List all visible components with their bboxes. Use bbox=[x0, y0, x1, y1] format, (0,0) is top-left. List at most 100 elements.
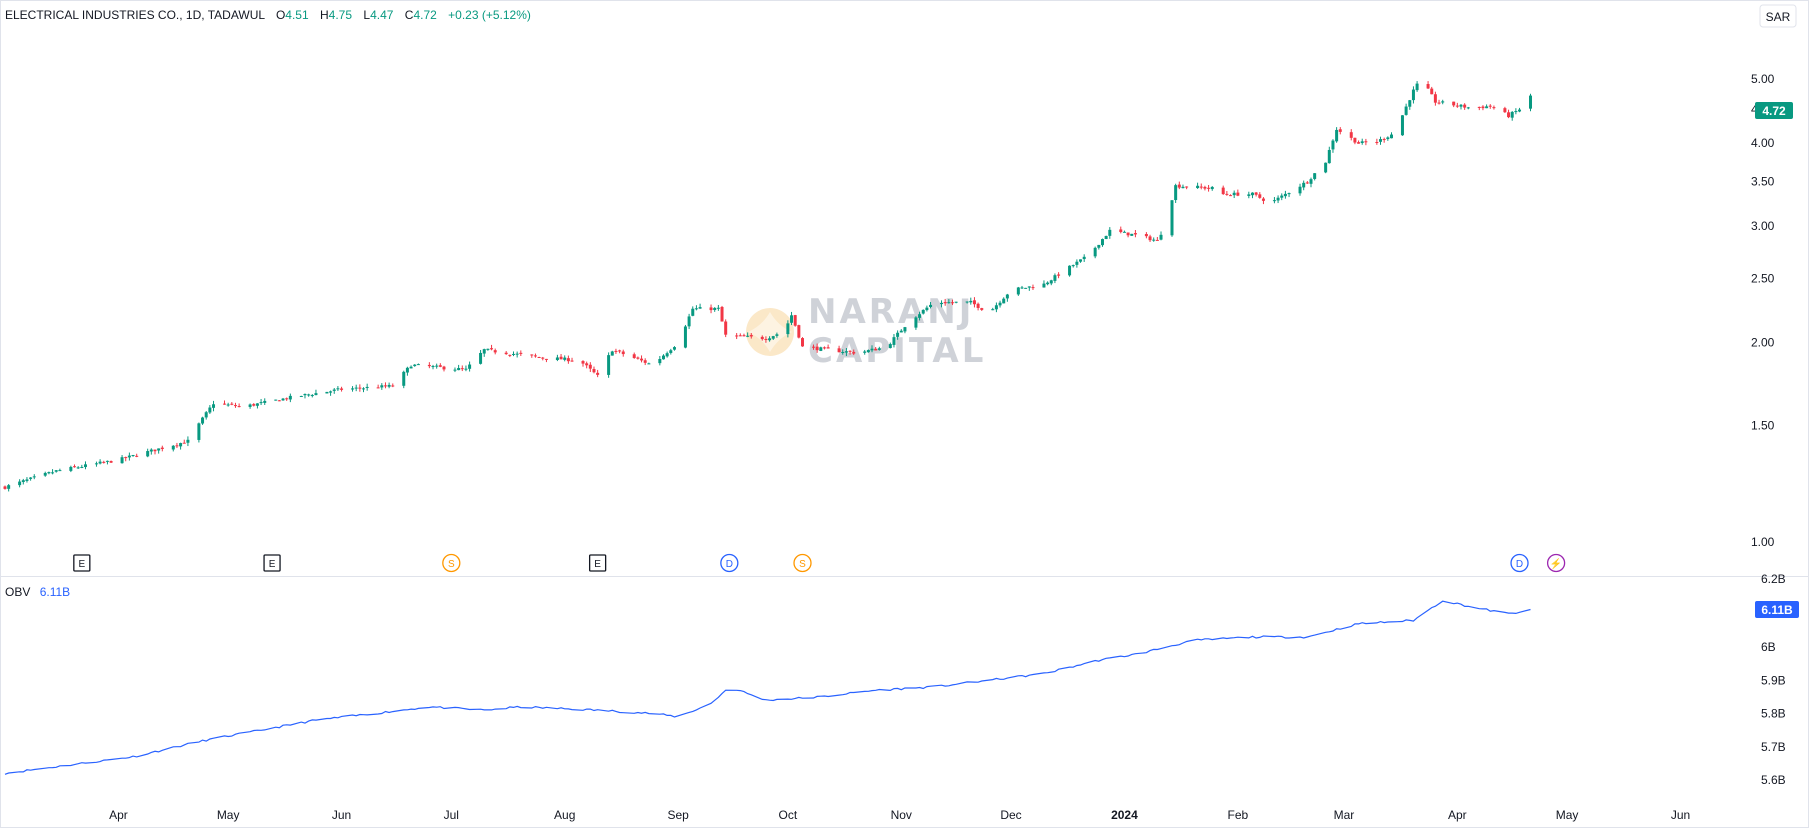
candle-body bbox=[1459, 104, 1463, 107]
event-marker[interactable]: ⚡ bbox=[1546, 553, 1566, 573]
candle-body bbox=[687, 316, 691, 327]
candle-body bbox=[588, 364, 592, 369]
candle-body bbox=[208, 407, 212, 413]
event-marker[interactable]: E bbox=[73, 554, 91, 572]
candle-body bbox=[102, 461, 106, 463]
candle-body bbox=[32, 476, 36, 478]
candle-body bbox=[672, 347, 676, 350]
time-tick-label: Feb bbox=[1227, 808, 1248, 822]
candle-body bbox=[801, 338, 805, 347]
price-axis[interactable]: 1.001.502.002.503.003.504.004.505.00 bbox=[1751, 72, 1775, 549]
candle-body bbox=[1126, 232, 1130, 236]
candle-body bbox=[1196, 185, 1200, 189]
candle-body bbox=[1046, 282, 1050, 285]
candle-body bbox=[1258, 194, 1262, 198]
time-tick-label: Apr bbox=[1448, 808, 1467, 822]
watermark: NARANJ CAPITAL bbox=[746, 292, 983, 371]
candle-body bbox=[1507, 112, 1511, 118]
candle-body bbox=[790, 315, 794, 323]
candle-body bbox=[105, 460, 109, 462]
candle-body bbox=[1133, 233, 1137, 235]
candle-body bbox=[925, 307, 929, 311]
candle-body bbox=[1404, 106, 1408, 115]
candle-body bbox=[1042, 283, 1046, 288]
candle-body bbox=[131, 454, 135, 456]
candle-body bbox=[94, 463, 98, 465]
candle-body bbox=[581, 361, 585, 364]
candle-body bbox=[464, 368, 468, 370]
obv-tick-label: 6B bbox=[1761, 640, 1776, 654]
obv-title: OBV bbox=[5, 585, 30, 599]
candle-body bbox=[1016, 287, 1020, 295]
obv-legend: OBV 6.11B bbox=[5, 585, 70, 599]
candle-body bbox=[340, 388, 344, 390]
candle-body bbox=[870, 348, 874, 351]
candle-body bbox=[768, 338, 772, 341]
dividend-icon bbox=[1510, 553, 1529, 573]
candle-body bbox=[1210, 186, 1214, 190]
candle-body bbox=[874, 348, 878, 351]
candle-body bbox=[585, 363, 589, 366]
candle-body bbox=[1488, 105, 1492, 107]
currency-button[interactable]: SAR bbox=[1759, 4, 1797, 28]
candle-body bbox=[1031, 287, 1035, 289]
candle-body bbox=[665, 353, 669, 357]
candle-body bbox=[504, 352, 508, 355]
candle-body bbox=[1379, 139, 1383, 142]
candle-body bbox=[69, 466, 73, 471]
event-marker[interactable]: S bbox=[442, 553, 461, 573]
candle-body bbox=[1466, 107, 1470, 109]
candle-body bbox=[1305, 182, 1309, 184]
candle-body bbox=[43, 472, 47, 476]
obv-tick-label: 6.2B bbox=[1761, 572, 1786, 586]
candle-body bbox=[435, 365, 439, 367]
event-marker[interactable]: E bbox=[263, 554, 281, 572]
obv-axis[interactable]: 5.6B 5.7B 5.8B 5.9B 6B 6.2B bbox=[1761, 572, 1786, 787]
candle-body bbox=[1236, 192, 1240, 196]
candle-body bbox=[201, 417, 205, 424]
candle-body bbox=[947, 302, 951, 304]
candle-body bbox=[427, 364, 431, 367]
candle-body bbox=[1415, 83, 1419, 91]
candle-body bbox=[73, 466, 77, 468]
price-tick-label: 4.00 bbox=[1751, 136, 1775, 150]
candle-body bbox=[365, 386, 369, 388]
candle-body bbox=[127, 455, 131, 458]
candle-body bbox=[691, 308, 695, 316]
event-marker[interactable]: D bbox=[720, 553, 739, 573]
event-marker[interactable]: S bbox=[793, 553, 812, 573]
candle-body bbox=[387, 384, 391, 387]
candle-body bbox=[1152, 239, 1156, 241]
candle-body bbox=[175, 445, 179, 447]
candle-body bbox=[1229, 195, 1233, 197]
low-value: 4.47 bbox=[370, 8, 394, 22]
candle-body bbox=[1024, 287, 1028, 289]
candle-body bbox=[647, 363, 651, 365]
candle-body bbox=[1313, 173, 1317, 179]
candle-body bbox=[1185, 186, 1189, 188]
candle-body bbox=[1364, 141, 1368, 143]
price-series bbox=[3, 81, 1533, 492]
price-tick-label: 1.50 bbox=[1751, 418, 1775, 432]
high-value: 4.75 bbox=[329, 8, 353, 22]
candle-body bbox=[775, 334, 779, 336]
candle-body bbox=[929, 304, 933, 307]
event-marker[interactable]: E bbox=[588, 554, 607, 572]
candle-body bbox=[259, 402, 263, 404]
candle-body bbox=[212, 404, 216, 408]
candle-body bbox=[940, 302, 944, 305]
candle-body bbox=[7, 485, 11, 489]
candle-body bbox=[1353, 137, 1357, 143]
split-icon bbox=[442, 553, 461, 573]
time-axis[interactable]: Apr May Jun Jul Aug Sep Oct Nov Dec 2024 Feb Mar Apr… bbox=[109, 808, 1690, 822]
candle-body bbox=[1144, 234, 1148, 237]
candle-body bbox=[29, 477, 33, 479]
event-marker[interactable]: D bbox=[1510, 553, 1529, 573]
candle-body bbox=[1411, 89, 1415, 101]
candle-body bbox=[1441, 101, 1445, 103]
candle-body bbox=[991, 309, 995, 311]
candle-body bbox=[354, 387, 358, 389]
candle-body bbox=[1119, 229, 1123, 233]
candle-body bbox=[1283, 193, 1287, 197]
